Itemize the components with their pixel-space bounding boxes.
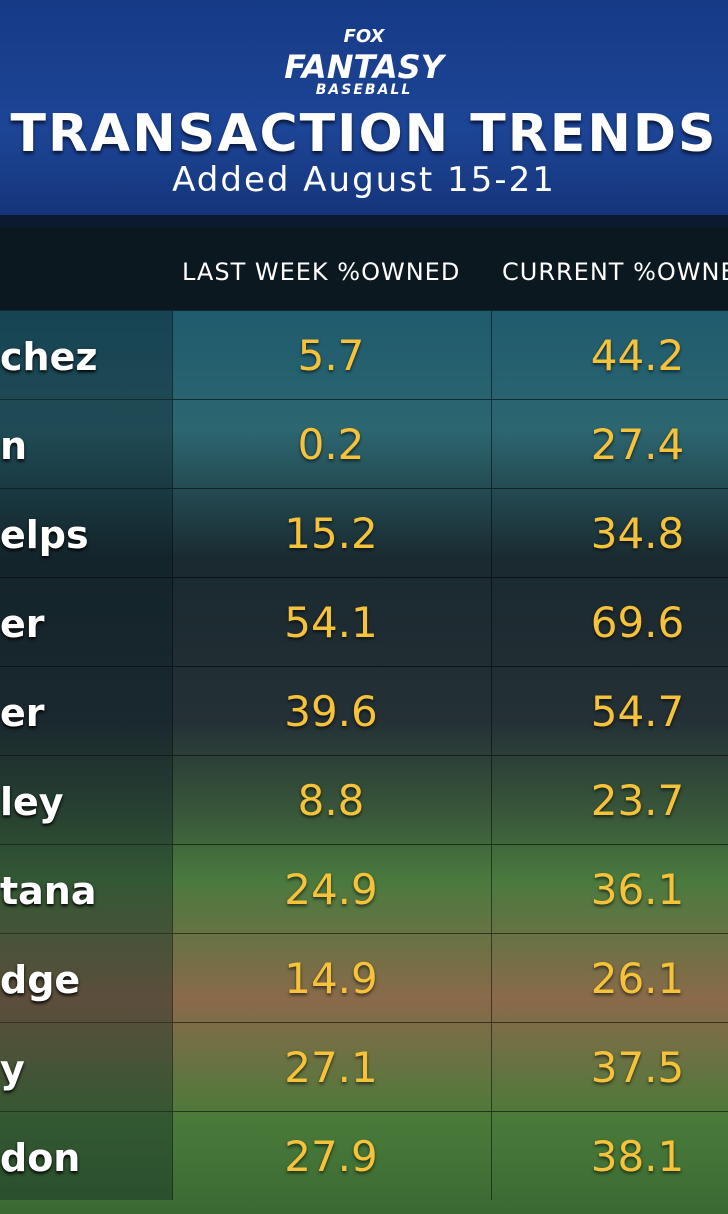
player-name: tana [0,869,97,913]
table-row: chez 5.7 44.2 [0,310,728,399]
current-owned: 36.1 [590,865,685,914]
current-owned: 34.8 [590,509,685,558]
table-row: tana 24.9 36.1 [0,844,728,933]
last-week-owned: 5.7 [297,331,365,380]
name-cell [0,1112,172,1200]
current-owned: 38.1 [590,1132,685,1181]
logo-product: FANTASY [284,48,444,86]
cell [172,934,492,1022]
current-owned: 26.1 [590,954,685,1003]
player-name: n [0,424,28,468]
cell [172,489,492,577]
name-cell [0,311,172,399]
name-cell [0,489,172,577]
current-owned: 23.7 [590,776,685,825]
column-header: CURRENT %OWNE [502,258,728,286]
current-owned: 37.5 [590,1043,685,1092]
last-week-owned: 8.8 [297,776,365,825]
table-header: LAST WEEK %OWNED CURRENT %OWNE [0,228,728,310]
table-row: don 27.9 38.1 [0,1111,728,1200]
last-week-owned: 27.9 [284,1132,378,1181]
table-row: er 39.6 54.7 [0,666,728,755]
current-owned: 27.4 [590,420,685,469]
logo-brand: FOX [343,26,385,47]
player-name: er [0,602,45,646]
subtitle: Added August 15-21 [172,160,556,200]
cell [172,400,492,488]
current-owned: 69.6 [590,598,685,647]
name-cell [0,845,172,933]
cell [172,756,492,844]
cell [172,1112,492,1200]
logo-sport: BASEBALL [315,82,413,98]
name-cell [0,400,172,488]
table-row: dge 14.9 26.1 [0,933,728,1022]
column-header: LAST WEEK %OWNED [182,258,461,286]
last-week-owned: 24.9 [284,865,378,914]
cell [172,1023,492,1111]
player-name: don [0,1136,81,1180]
cell [172,311,492,399]
name-cell [0,1023,172,1111]
name-cell [0,756,172,844]
title: TRANSACTION TRENDS [10,104,718,164]
name-cell [0,934,172,1022]
table-row: er 54.1 69.6 [0,577,728,666]
current-owned: 54.7 [590,687,685,736]
player-name: y [0,1047,25,1091]
name-cell [0,667,172,755]
player-name: dge [0,958,81,1002]
last-week-owned: 54.1 [284,598,378,647]
table-row: n 0.2 27.4 [0,399,728,488]
player-name: chez [0,335,98,379]
table-row: ley 8.8 23.7 [0,755,728,844]
last-week-owned: 27.1 [284,1043,378,1092]
current-owned: 44.2 [590,331,685,380]
cell [172,578,492,666]
player-name: ley [0,780,64,824]
cell [172,845,492,933]
player-name: er [0,691,45,735]
table-row: elps 15.2 34.8 [0,488,728,577]
cell [172,667,492,755]
last-week-owned: 0.2 [297,420,365,469]
last-week-owned: 15.2 [284,509,378,558]
last-week-owned: 14.9 [284,954,378,1003]
player-name: elps [0,513,89,557]
last-week-owned: 39.6 [284,687,378,736]
table-row: y 27.1 37.5 [0,1022,728,1111]
header: FOX FANTASY BASEBALL TRANSACTION TRENDS … [0,0,728,228]
name-cell [0,578,172,666]
